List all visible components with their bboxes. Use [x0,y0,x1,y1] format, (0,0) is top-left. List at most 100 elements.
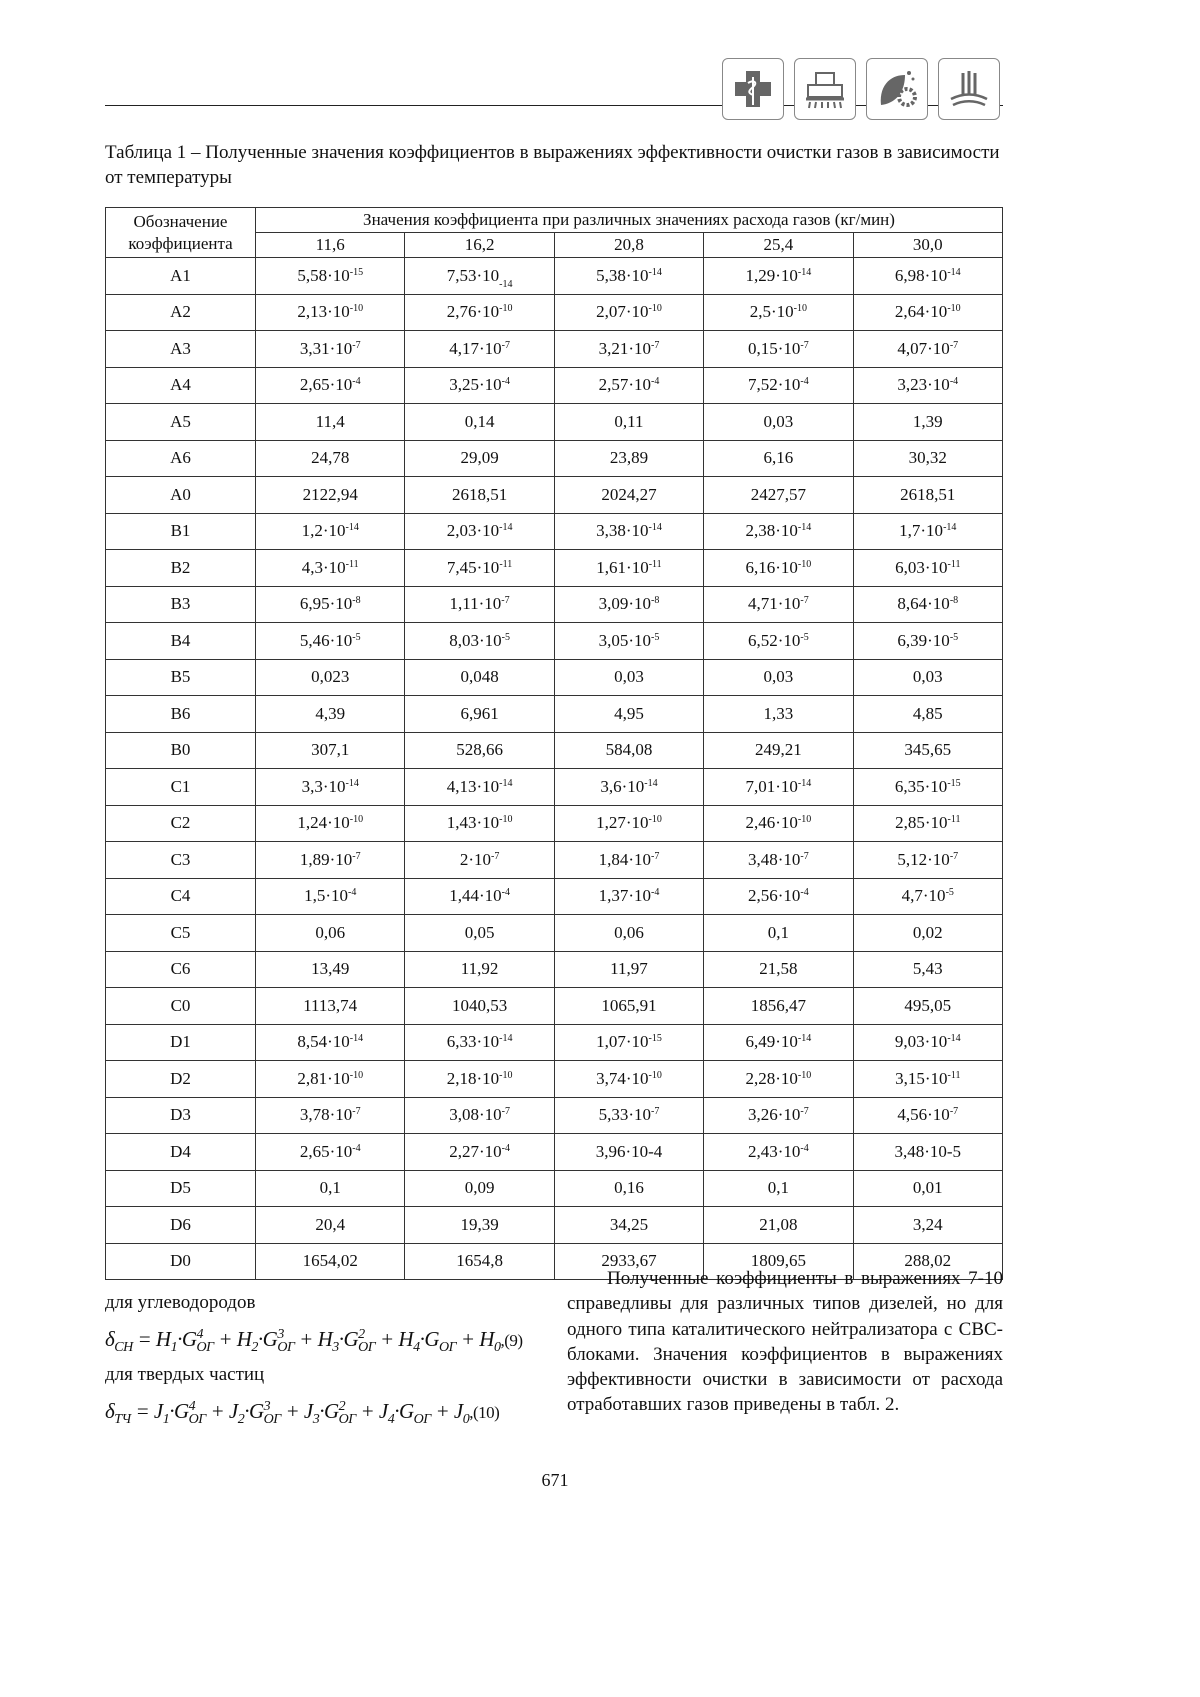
coefficient-value: 2,43·10-4 [703,1133,854,1171]
coefficient-value: 2618,51 [852,476,1004,514]
table-row: B1 1,2·10-14 2,03·10-14 3,38·10-14 2,38·10-1… [105,512,1004,550]
table-row: C1 3,3·10-14 4,13·10-14 3,6·10-14 7,01·10-14… [105,768,1004,806]
coefficient-value: 6,39·10-5 [852,622,1004,660]
coefficient-name: C5 [105,914,256,952]
coefficient-value: 6,49·10-14 [703,1023,854,1061]
coefficient-value: 1,2·10-14 [254,512,406,550]
coefficient-value: 7,01·10-14 [703,768,854,806]
col-header-coefficient: Обозначение коэффициента [105,207,256,258]
table-row: D2 2,81·10-10 2,18·10-10 3,74·10-10 2,28·10-… [105,1060,1004,1098]
coefficient-name: B0 [105,731,256,769]
coefficient-name: A2 [105,293,256,331]
coefficient-name: D1 [105,1023,256,1061]
coefficient-name: A5 [105,403,256,441]
table-row: C2 1,24·10-10 1,43·10-10 1,27·10-10 2,46·10-… [105,804,1004,842]
coefficient-name: D0 [105,1242,256,1280]
coefficient-value: 0,15·10-7 [703,330,854,368]
coefficient-value: 2,5·10-10 [703,293,854,331]
coefficient-value: 5,38·10-14 [553,257,705,295]
coefficient-value: 3,26·10-7 [703,1096,854,1134]
coefficient-value: 1856,47 [703,987,854,1025]
coefficient-value: 0,01 [852,1169,1004,1207]
table-row: D4 2,65·10-4 2,27·10-4 3,96·10-4 2,43·10-4 3,… [105,1133,1004,1171]
coefficient-value: 6,03·10-11 [852,549,1004,587]
coefficient-value: 3,23·10-4 [852,366,1004,404]
coefficient-value: 9,03·10-14 [852,1023,1004,1061]
coefficient-value: 3,25·10-4 [404,366,555,404]
coefficient-value: 2,64·10-10 [852,293,1004,331]
table-row: D1 8,54·10-14 6,33·10-14 1,07·10-15 6,49·10-… [105,1023,1004,1061]
coefficient-name: B2 [105,549,256,587]
coefficient-value: 495,05 [852,987,1004,1025]
coefficient-value: 4,85 [852,695,1004,733]
coefficient-value: 4,17·10-7 [404,330,555,368]
coefficient-name: A6 [105,439,256,477]
coefficient-value: 4,39 [254,695,406,733]
coefficient-value: 1,27·10-10 [553,804,705,842]
coefficient-value: 0,048 [404,658,555,696]
coefficient-value: 0,02 [852,914,1004,952]
coefficient-value: 3,96·10-4 [553,1133,705,1171]
coefficient-value: 29,09 [404,439,555,477]
coefficient-value: 288,02 [852,1242,1004,1280]
coefficient-value: 3,3·10-14 [254,768,406,806]
coefficient-value: 4,95 [553,695,705,733]
coefficient-name: D4 [105,1133,256,1171]
coefficient-value: 5,46·10-5 [254,622,406,660]
coefficient-value: 2,38·10-14 [703,512,854,550]
coefficient-value: 7,45·10-11 [404,549,555,587]
coefficient-value: 307,1 [254,731,406,769]
coefficient-value: 0,03 [703,403,854,441]
table-row: B3 6,95·10-8 1,11·10-7 3,09·10-8 4,71·10-7 8,… [105,585,1004,623]
coefficient-name: B3 [105,585,256,623]
coefficient-value: 345,65 [852,731,1004,769]
coefficient-value: 1065,91 [553,987,705,1025]
coefficient-name: B1 [105,512,256,550]
coefficient-name: C6 [105,950,256,988]
leaf-gear-icon [866,58,928,120]
table-row: D5 0,1 0,09 0,16 0,1 0,01 [105,1169,1004,1207]
coefficient-value: 3,05·10-5 [553,622,705,660]
coefficient-name: A4 [105,366,256,404]
coefficient-name: A1 [105,257,256,295]
coefficient-value: 4,7·10-5 [852,877,1004,915]
col-header-flow: 20,8 [553,232,705,258]
coefficient-value: 0,1 [254,1169,406,1207]
coefficient-name: B6 [105,695,256,733]
formula-10: δТЧ = J1·G 4 ОГ + J2·G 3 ОГ + J3·G 2 ОГ + J4·G… [105,1399,500,1428]
coefficient-value: 1,11·10-7 [404,585,555,623]
coefficient-value: 2,56·10-4 [703,877,854,915]
coefficient-value: 0,09 [404,1169,555,1207]
group-header: Значения коэффициента при различных знач… [255,207,1003,233]
coefficient-value: 2,13·10-10 [254,293,406,331]
coefficient-value: 1,43·10-10 [404,804,555,842]
coefficient-value: 2,03·10-14 [404,512,555,550]
table-row: B4 5,46·10-5 8,03·10-5 3,05·10-5 6,52·10-5 6,… [105,622,1004,660]
coefficient-value: 249,21 [703,731,854,769]
label-hydrocarbons: для углеводородов [105,1292,256,1313]
coefficient-name: D3 [105,1096,256,1134]
coefficient-value: 0,06 [553,914,705,952]
coefficient-name: C4 [105,877,256,915]
coefficient-value: 1,61·10-11 [553,549,705,587]
coefficient-value: 6,33·10-14 [404,1023,555,1061]
coefficient-value: 1,07·10-15 [553,1023,705,1061]
coefficient-value: 2427,57 [703,476,854,514]
coefficient-value: 3,21·10-7 [553,330,705,368]
header-rule [105,105,1003,106]
coefficient-value: 3,38·10-14 [553,512,705,550]
coefficient-value: 6,16 [703,439,854,477]
coefficient-value: 0,11 [553,403,705,441]
coefficient-value: 6,95·10-8 [254,585,406,623]
coefficient-value: 0,06 [254,914,406,952]
col-header-flow: 11,6 [254,232,406,258]
body-paragraph: Полученные коэффициенты в выражениях 7-1… [567,1268,1003,1416]
table-row: A3 3,31·10-7 4,17·10-7 3,21·10-7 0,15·10-7 4,… [105,330,1004,368]
coefficient-name: A3 [105,330,256,368]
coefficients-table: Обозначение коэффициента Значения коэффи… [105,207,1004,1280]
coefficient-value: 1,39 [852,403,1004,441]
col-header-flow: 16,2 [404,232,555,258]
coefficient-value: 3,6·10-14 [553,768,705,806]
coefficient-value: 5,12·10-7 [852,841,1004,879]
